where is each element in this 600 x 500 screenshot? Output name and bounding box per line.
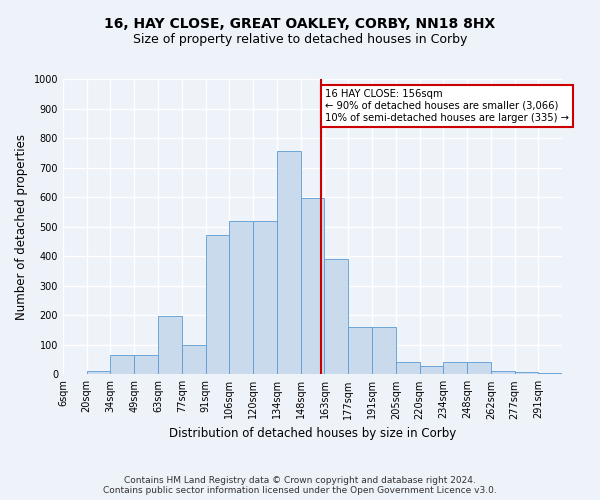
Bar [110, 355, 134, 374]
Bar [86, 371, 110, 374]
Bar [396, 362, 419, 374]
Text: 16 HAY CLOSE: 156sqm
← 90% of detached houses are smaller (3,066)
10% of semi-de: 16 HAY CLOSE: 156sqm ← 90% of detached h… [325, 90, 569, 122]
Bar [134, 355, 158, 374]
Bar [253, 222, 277, 374]
Bar [419, 366, 443, 374]
Bar [158, 316, 182, 374]
Bar [443, 362, 467, 374]
Bar [491, 371, 515, 374]
Bar [277, 151, 301, 374]
Text: 16, HAY CLOSE, GREAT OAKLEY, CORBY, NN18 8HX: 16, HAY CLOSE, GREAT OAKLEY, CORBY, NN18… [104, 18, 496, 32]
Bar [206, 234, 229, 374]
Bar [182, 345, 206, 374]
Text: Contains HM Land Registry data © Crown copyright and database right 2024.
Contai: Contains HM Land Registry data © Crown c… [103, 476, 497, 495]
X-axis label: Distribution of detached houses by size in Corby: Distribution of detached houses by size … [169, 427, 456, 440]
Bar [301, 198, 325, 374]
Bar [372, 327, 396, 374]
Bar [325, 259, 348, 374]
Text: Size of property relative to detached houses in Corby: Size of property relative to detached ho… [133, 32, 467, 46]
Bar [538, 373, 562, 374]
Bar [467, 362, 491, 374]
Bar [515, 372, 538, 374]
Y-axis label: Number of detached properties: Number of detached properties [15, 134, 28, 320]
Bar [348, 327, 372, 374]
Bar [229, 222, 253, 374]
